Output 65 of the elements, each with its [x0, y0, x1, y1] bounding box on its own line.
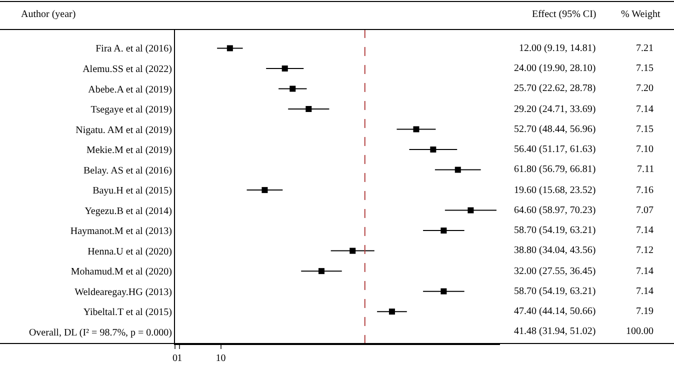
text: 100.00: [626, 326, 654, 337]
data-label: 38.80 (34.04, 43.56): [514, 245, 596, 256]
text: 7.19: [636, 306, 654, 317]
text: 7.20: [636, 83, 654, 94]
y-tick-label: Tsegaye et al (2019): [90, 104, 172, 116]
point: [282, 65, 288, 72]
y-tick-label: Alemu.SS et al (2022): [82, 64, 172, 75]
data-label: 12.00 (9.19, 14.81): [519, 43, 596, 54]
text: % Weight: [621, 9, 661, 20]
data-label: 58.70 (54.19, 63.21): [514, 225, 596, 236]
data-label: 24.00 (19.90, 28.10): [514, 63, 596, 74]
y-tick-label: Yibeltal.T et al (2015): [83, 307, 172, 318]
point: [430, 146, 436, 153]
point: [306, 106, 312, 112]
point: [468, 207, 474, 214]
text: 7.10: [636, 144, 654, 155]
point: [318, 268, 324, 274]
text: 7.15: [636, 63, 654, 74]
point: [350, 248, 356, 254]
point: [226, 45, 233, 52]
data-label: 32.00 (27.55, 36.45): [514, 266, 596, 277]
data-label: 25.70 (22.62, 28.78): [514, 83, 596, 94]
text: 7.11: [637, 164, 654, 175]
text: Effect (95% CI): [532, 9, 596, 20]
point: [290, 86, 296, 92]
text: 7.21: [636, 43, 654, 54]
y-axis-title: Author (year): [21, 9, 76, 20]
text: 7.14: [636, 286, 654, 297]
data-label: 47.40 (44.14, 50.66): [514, 306, 596, 317]
data-label: 52.70 (48.44, 56.96): [514, 124, 596, 135]
y-tick-label: Bayu.H et al (2015): [92, 186, 172, 197]
text: 7.14: [636, 266, 654, 277]
y-tick-label: Nigatu. AM et al (2019): [76, 124, 172, 136]
text: 7.07: [636, 205, 654, 216]
data-label: 58.70 (54.19, 63.21): [514, 286, 596, 297]
y-tick-label: Belay. AS et al (2016): [83, 165, 172, 176]
x-tick-label: 1: [177, 353, 182, 364]
text: 7.16: [636, 185, 654, 196]
y-tick-label: Overall, DL (I² = 98.7%, p = 0.000): [28, 327, 172, 338]
data-label: 19.60 (15.68, 23.52): [514, 185, 596, 196]
y-tick-label: Fira A. et al (2016): [96, 44, 172, 55]
data-label: 64.60 (58.97, 70.23): [514, 205, 596, 216]
y-tick-label: Mohamud.M et al (2020): [70, 266, 172, 278]
x-tick-label: 0: [172, 353, 178, 364]
point: [388, 308, 395, 315]
text: 7.15: [636, 124, 654, 135]
text: 7.14: [636, 225, 654, 236]
text: 41.48 (31.94, 51.02): [514, 326, 596, 337]
y-tick-label: Abebe.A et al (2019): [88, 84, 172, 96]
text: 7.12: [636, 245, 654, 256]
data-label: 56.40 (51.17, 61.63): [514, 144, 596, 155]
point: [454, 166, 461, 173]
y-tick-label: Henna.U et al (2020): [88, 246, 172, 258]
point: [440, 228, 447, 234]
text: 7.14: [636, 104, 654, 115]
point: [262, 187, 268, 194]
data-label: 29.20 (24.71, 33.69): [514, 104, 596, 115]
point: [440, 288, 447, 294]
y-tick-label: Weldearegay.HG (2013): [74, 286, 172, 298]
y-tick-label: Yegezu.B et al (2014): [84, 206, 172, 217]
point: [413, 126, 420, 132]
y-tick-label: Haymanot.M et al (2013): [70, 226, 172, 238]
x-tick-label: 10: [216, 353, 226, 364]
y-tick-label: Mekie.M et al (2019): [86, 145, 172, 156]
data-label: 61.80 (56.79, 66.81): [514, 164, 596, 175]
